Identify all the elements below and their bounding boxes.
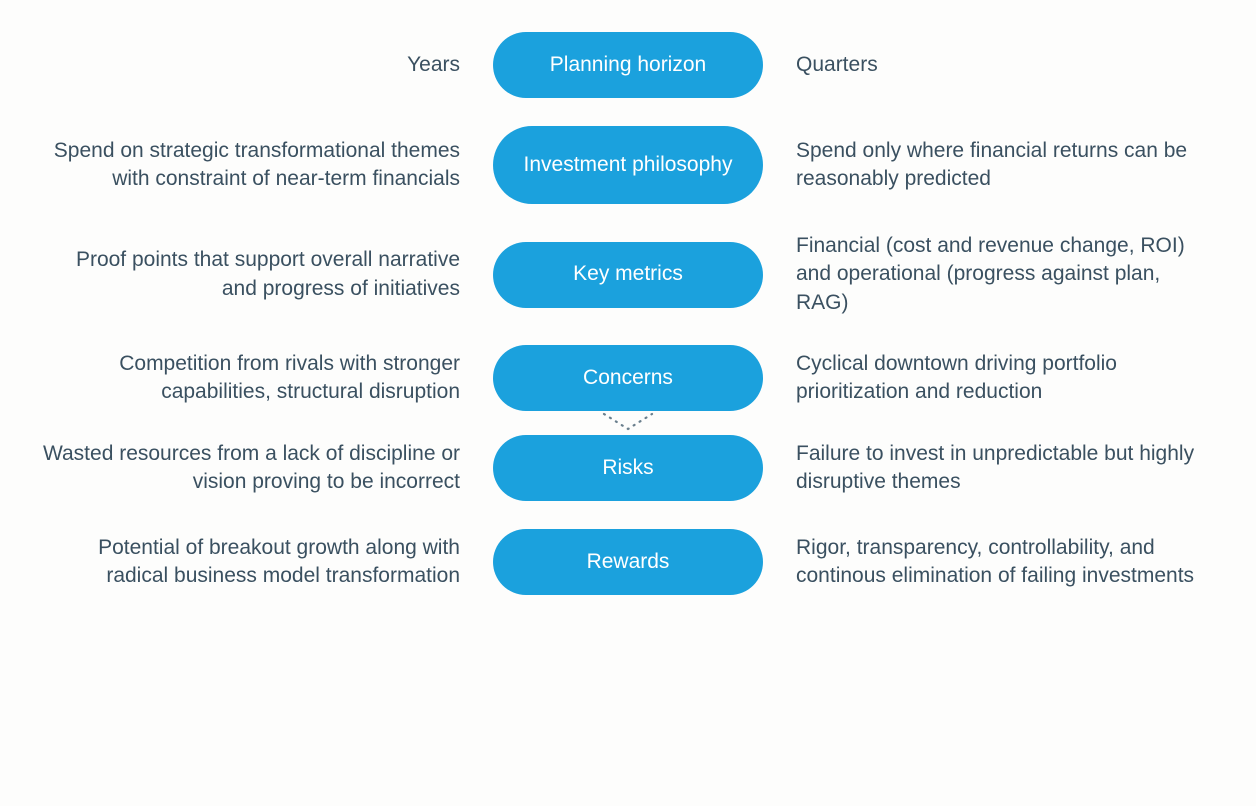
right-description: Cyclical downtown driving portfolio prio… [796, 350, 1216, 407]
category-pill: Planning horizon [493, 32, 763, 98]
left-description: Wasted resources from a lack of discipli… [40, 440, 460, 497]
right-description: Quarters [796, 51, 1216, 79]
category-pill: Rewards [493, 529, 763, 595]
diagram-row: Wasted resources from a lack of discipli… [40, 421, 1216, 515]
comparison-diagram: Years Planning horizon Quarters Spend on st… [40, 18, 1216, 609]
diagram-row: Potential of breakout growth along with … [40, 515, 1216, 609]
left-description: Proof points that support overall narrat… [40, 246, 460, 303]
right-description: Rigor, transparency, controllability, an… [796, 534, 1216, 591]
left-description: Spend on strategic transformational them… [40, 137, 460, 194]
right-description: Failure to invest in unpredictable but h… [796, 440, 1216, 497]
diagram-row: Spend on strategic transformational them… [40, 112, 1216, 218]
diagram-row: Proof points that support overall narrat… [40, 218, 1216, 331]
left-description: Years [40, 51, 460, 79]
category-pill: Investment philosophy [493, 126, 763, 204]
right-description: Financial (cost and revenue change, ROI)… [796, 232, 1216, 317]
diagram-row: Years Planning horizon Quarters [40, 18, 1216, 112]
category-pill: Key metrics [493, 242, 763, 308]
category-pill: Concerns [493, 345, 763, 411]
right-description: Spend only where financial returns can b… [796, 137, 1216, 194]
left-description: Competition from rivals with stronger ca… [40, 350, 460, 407]
left-description: Potential of breakout growth along with … [40, 534, 460, 591]
category-pill: Risks [493, 435, 763, 501]
